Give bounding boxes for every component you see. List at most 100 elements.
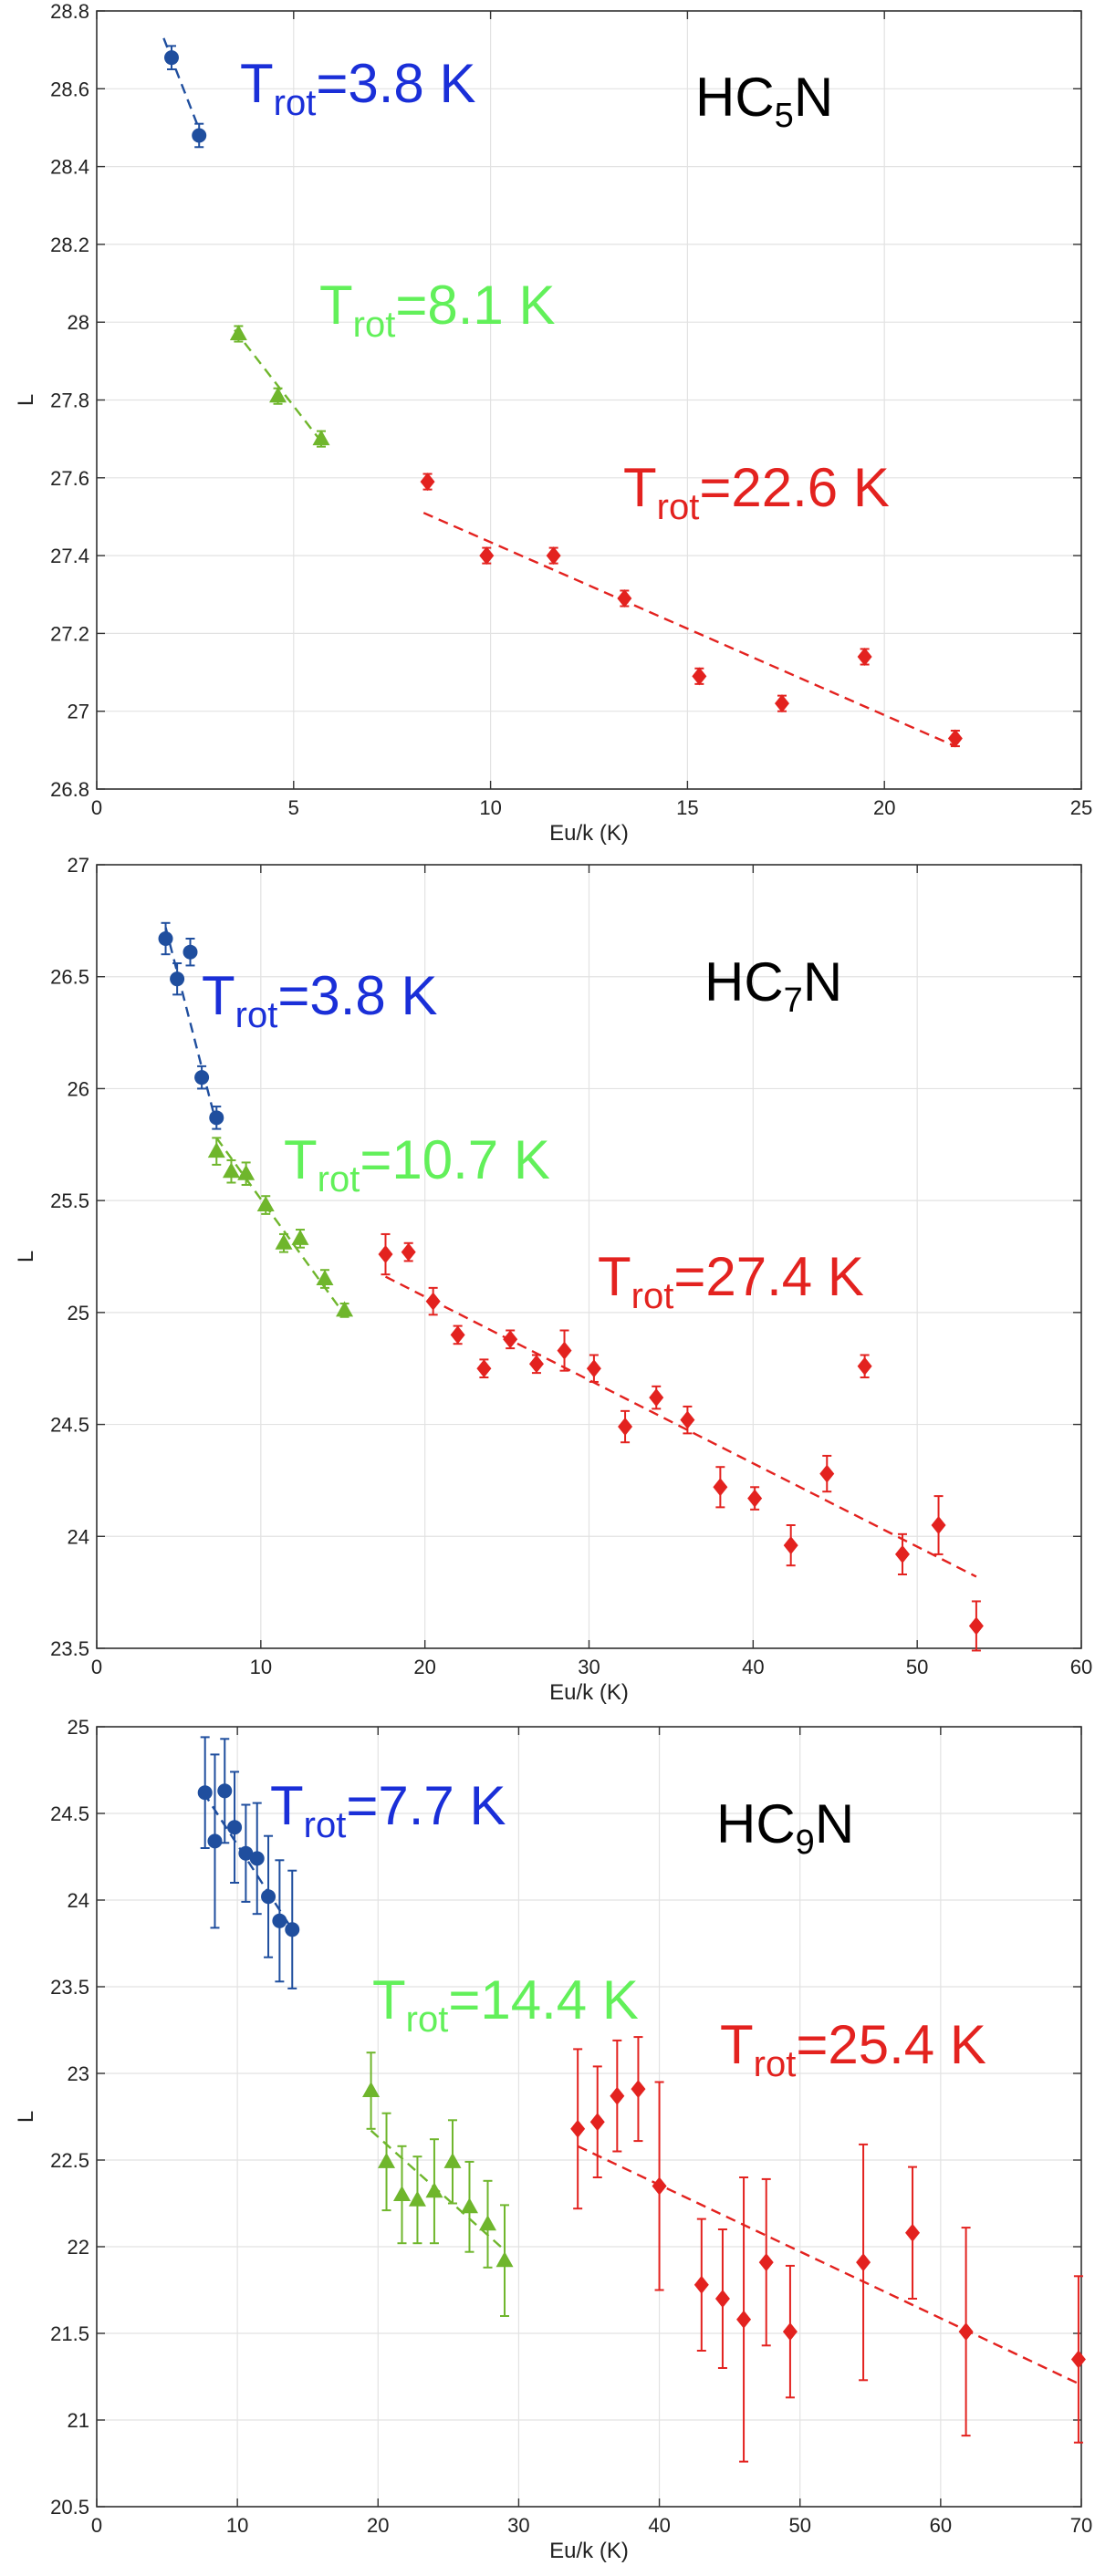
data-point [503, 1330, 518, 1349]
molecule-label: HC9N [716, 1793, 854, 1862]
series-green: Trot=14.4 K [362, 1969, 639, 2317]
molecule-base: HC [704, 951, 784, 1013]
data-point [238, 1845, 254, 1861]
data-point [182, 944, 198, 960]
data-point [680, 1410, 695, 1429]
trot-label-main: T [270, 1775, 304, 1836]
x-tick-label: 50 [788, 2514, 810, 2537]
data-point [450, 1325, 465, 1345]
data-point [528, 1355, 544, 1374]
data-point [714, 2290, 730, 2308]
data-point [194, 1070, 210, 1085]
data-point [782, 2322, 798, 2342]
x-tick-label: 70 [1070, 2514, 1092, 2537]
data-point [857, 647, 872, 666]
trot-label-sub: rot [304, 1805, 347, 1845]
x-tick-label: 0 [91, 796, 102, 819]
y-tick-label: 24.5 [50, 1414, 89, 1437]
molecule-label: HC7N [704, 951, 842, 1020]
trot-label-rest: =22.6 K [699, 457, 890, 518]
x-tick-label: 30 [578, 1656, 600, 1678]
trot-label-sub: rot [353, 305, 396, 345]
x-tick-label: 20 [367, 2514, 389, 2537]
data-point [217, 1783, 233, 1799]
data-point [692, 667, 707, 686]
data-point [479, 546, 495, 566]
data-point [336, 1301, 354, 1317]
data-point [649, 1388, 664, 1407]
y-tick-label: 24 [68, 1525, 89, 1548]
y-tick-label: 25 [68, 1716, 89, 1739]
data-point [713, 1478, 728, 1497]
data-point [747, 1489, 763, 1508]
y-tick-label: 22.5 [50, 2149, 89, 2172]
data-point [652, 2176, 667, 2196]
x-tick-label: 10 [479, 796, 501, 819]
trot-label-main: T [598, 1246, 631, 1307]
molecule-base: HC [695, 67, 775, 128]
y-tick-label: 25.5 [50, 1189, 89, 1212]
data-point [476, 1359, 492, 1378]
trot-label: Trot=3.8 K [202, 965, 437, 1035]
data-point [362, 2082, 381, 2097]
trot-label-rest: =14.4 K [448, 1969, 639, 2031]
data-point [170, 971, 185, 987]
y-tick-label: 23.5 [50, 1637, 89, 1660]
y-tick-label: 23 [68, 2062, 89, 2085]
data-point [857, 1356, 872, 1376]
data-point [905, 2223, 921, 2242]
data-point [272, 1913, 287, 1928]
data-point [249, 1851, 265, 1866]
data-point [931, 1516, 946, 1535]
molecule-sub: 5 [775, 97, 794, 135]
data-point [586, 1359, 601, 1378]
data-point [237, 1164, 256, 1180]
data-point [618, 1418, 633, 1437]
trot-label: Trot=22.6 K [623, 457, 890, 527]
data-point [460, 2197, 478, 2214]
data-point [209, 1110, 224, 1126]
x-tick-label: 20 [413, 1656, 435, 1678]
trot-label-rest: =7.7 K [346, 1775, 506, 1836]
x-tick-label: 30 [507, 2514, 529, 2537]
fit-line [164, 927, 218, 1125]
x-tick-label: 60 [1070, 1656, 1092, 1678]
x-tick-label: 5 [288, 796, 299, 819]
data-point [401, 1242, 416, 1262]
trot-label-sub: rot [631, 1276, 674, 1316]
molecule-end: N [794, 67, 833, 128]
x-tick-label: 15 [676, 796, 698, 819]
series-blue: Trot=7.7 K [197, 1736, 506, 1989]
data-point [229, 324, 247, 340]
y-tick-label: 27.4 [50, 545, 89, 567]
trot-label: Trot=25.4 K [720, 2014, 986, 2084]
data-point [570, 2119, 586, 2138]
y-tick-label: 26.5 [50, 966, 89, 989]
x-axis-label: Eu/k (K) [549, 2539, 629, 2563]
data-point [589, 2113, 605, 2132]
y-tick-label: 28.6 [50, 78, 89, 100]
data-point [694, 2275, 709, 2294]
data-point [392, 2186, 411, 2201]
data-point [631, 2080, 646, 2099]
trot-label-main: T [319, 275, 353, 336]
panel-HC5N: 0 5 10 15 20 25 26.8 27 27.2 27.4 27.6 27.8 28 28.2 28… [14, 0, 1092, 846]
data-point [443, 2152, 462, 2168]
x-tick-label: 0 [91, 2514, 102, 2537]
y-tick-label: 21 [68, 2409, 89, 2432]
trot-label-sub: rot [657, 487, 700, 527]
x-tick-label: 25 [1070, 796, 1092, 819]
x-tick-label: 0 [91, 1656, 102, 1678]
x-axis-label: Eu/k (K) [549, 1680, 629, 1705]
y-tick-label: 27 [68, 854, 89, 877]
data-point [617, 589, 632, 608]
data-point [420, 473, 435, 492]
y-tick-label: 27 [68, 701, 89, 723]
data-point [425, 1292, 441, 1311]
series-red: Trot=27.4 K [378, 1232, 984, 1652]
trot-label: Trot=27.4 K [598, 1246, 864, 1316]
trot-label-main: T [202, 965, 235, 1026]
y-tick-label: 28.8 [50, 0, 89, 23]
